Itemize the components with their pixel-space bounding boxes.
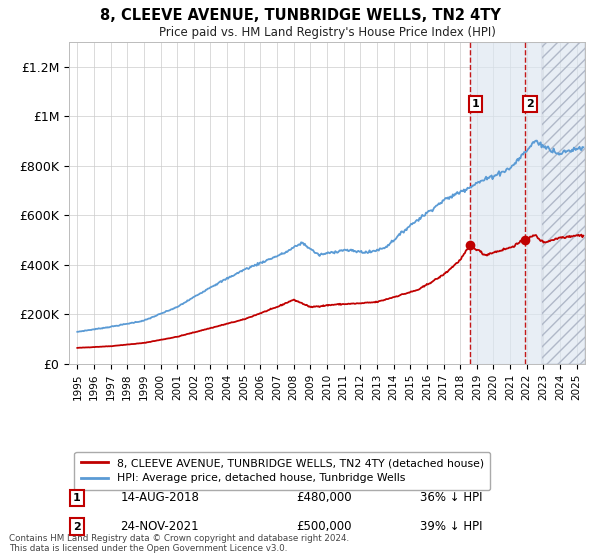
Text: 8, CLEEVE AVENUE, TUNBRIDGE WELLS, TN2 4TY: 8, CLEEVE AVENUE, TUNBRIDGE WELLS, TN2 4… <box>100 8 500 24</box>
Bar <box>470 42 585 364</box>
Text: 14-AUG-2018: 14-AUG-2018 <box>121 491 199 504</box>
Text: 39% ↓ HPI: 39% ↓ HPI <box>420 520 482 533</box>
Legend: 8, CLEEVE AVENUE, TUNBRIDGE WELLS, TN2 4TY (detached house), HPI: Average price,: 8, CLEEVE AVENUE, TUNBRIDGE WELLS, TN2 4… <box>74 451 490 490</box>
Text: Contains HM Land Registry data © Crown copyright and database right 2024.
This d: Contains HM Land Registry data © Crown c… <box>9 534 349 553</box>
Text: 1: 1 <box>73 493 80 503</box>
Text: 24-NOV-2021: 24-NOV-2021 <box>121 520 199 533</box>
Text: 36% ↓ HPI: 36% ↓ HPI <box>420 491 482 504</box>
Text: £500,000: £500,000 <box>296 520 352 533</box>
Text: 1: 1 <box>472 99 479 109</box>
Title: Price paid vs. HM Land Registry's House Price Index (HPI): Price paid vs. HM Land Registry's House … <box>158 26 496 39</box>
Text: £480,000: £480,000 <box>296 491 352 504</box>
Text: 2: 2 <box>73 521 80 531</box>
Text: 2: 2 <box>526 99 534 109</box>
Bar <box>542 42 585 364</box>
